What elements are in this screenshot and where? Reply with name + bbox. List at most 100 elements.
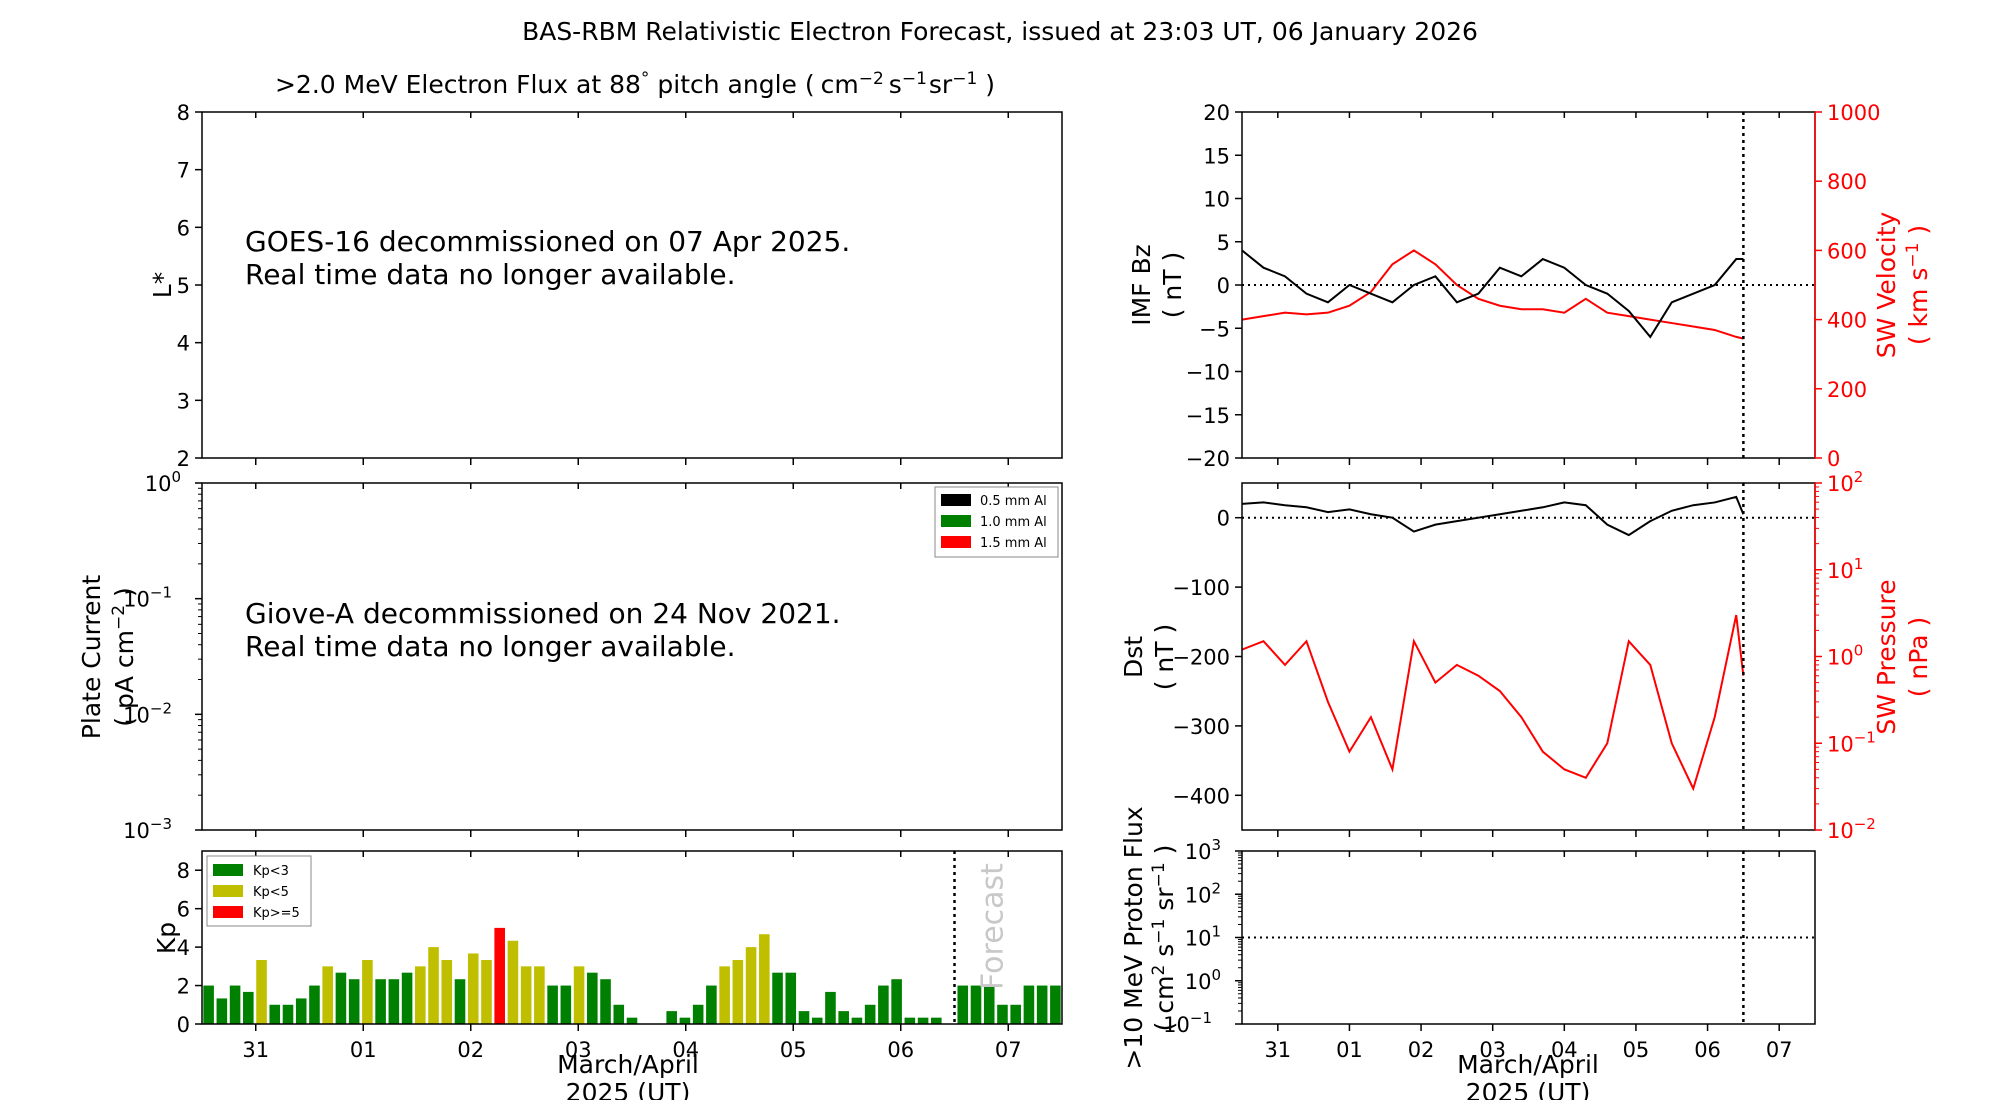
kp-bar-51 xyxy=(878,985,889,1024)
proton-xticks-label-4: 04 xyxy=(1551,1038,1578,1062)
kp-forecast-label: Forecast xyxy=(976,863,1011,990)
kp-bar-50 xyxy=(864,1004,876,1024)
kp-yticks-label-3: 6 xyxy=(177,898,190,922)
kp-bar-47 xyxy=(825,991,836,1024)
dst-y-label-line2: ( nT ) xyxy=(1150,624,1179,691)
plate-legend-label-0: 0.5 mm Al xyxy=(980,494,1047,509)
kp-plot-frame xyxy=(201,850,1063,1025)
kp-bar-64 xyxy=(1050,985,1061,1024)
kp-bar-60 xyxy=(997,1004,1008,1024)
flux-yticks-label-1: 3 xyxy=(177,389,190,413)
plate-legend-label-2: 1.5 mm Al xyxy=(980,536,1047,551)
dst-yticks-label-3: −100 xyxy=(1172,576,1230,600)
dst-y-label-right-line1: SW Pressure xyxy=(1872,579,1901,734)
kp-bar-25 xyxy=(534,966,545,1024)
kp-legend-label-2: Kp>=5 xyxy=(253,906,300,921)
kp-yticks-label-1: 2 xyxy=(177,975,190,999)
imf-yticks-label-7: 15 xyxy=(1203,144,1230,168)
kp-bar-23 xyxy=(507,940,519,1024)
dst-yticks-label-0: −400 xyxy=(1172,784,1230,808)
kp-bar-14 xyxy=(388,979,400,1024)
imf-y-axis: −20 −15 −10 −5 0 5 10 15 20 xyxy=(1186,101,1242,471)
flux-yticks-label-3: 5 xyxy=(177,274,190,298)
figure-title: BAS-RBM Relativistic Electron Forecast, … xyxy=(522,17,1478,46)
imf-y-axis-right: 0 200 400 600 800 1000 xyxy=(1815,101,1880,471)
plate-message-line2: Real time data no longer available. xyxy=(245,630,736,663)
plate-legend: 0.5 mm Al 1.0 mm Al 1.5 mm Al xyxy=(934,486,1059,558)
kp-bar-58 xyxy=(970,985,982,1024)
proton-y-label-line1: >10 MeV Proton Flux xyxy=(1119,806,1148,1069)
imf-panel: −20 −15 −10 −5 0 5 10 15 20 0 200 400 600 800 1000 IM… xyxy=(1127,101,1933,471)
flux-yticks-label-2: 4 xyxy=(177,332,190,356)
kp-bar-52 xyxy=(891,979,902,1024)
kp-legend-label-0: Kp<3 xyxy=(253,864,289,879)
plate-yticks-label-1: 10−2 xyxy=(123,699,172,727)
kp-legend-label-1: Kp<5 xyxy=(253,885,289,900)
imf-yticks-label-8: 20 xyxy=(1203,101,1230,125)
dst-yticks-right-label-0: 10−2 xyxy=(1827,815,1876,843)
flux-yticks-label-6: 8 xyxy=(177,101,190,125)
kp-bar-18 xyxy=(441,959,453,1024)
dst-y-axis-right: 10−2 10−1 100 101 102 xyxy=(1815,468,1876,843)
proton-xticks-label-7: 07 xyxy=(1766,1038,1793,1062)
flux-x-axis xyxy=(255,112,1009,465)
dst-y-label-right-line2: ( nPa ) xyxy=(1904,617,1933,698)
kp-bar-61 xyxy=(1010,1004,1021,1024)
kp-bar-17 xyxy=(428,947,439,1024)
proton-yticks-label-3: 102 xyxy=(1185,879,1221,907)
proton-xticks-label-5: 05 xyxy=(1623,1038,1650,1062)
dst-y-label-line1: Dst xyxy=(1119,636,1148,678)
proton-y-axis: 10−1 100 101 102 103 xyxy=(1163,836,1242,1037)
kp-bar-20 xyxy=(467,953,479,1024)
flux-panel: >2.0 MeV Electron Flux at 88° pitch angle… xyxy=(148,69,1063,471)
imf-yticks-label-1: −15 xyxy=(1186,404,1230,428)
flux-message-line1: GOES-16 decommissioned on 07 Apr 2025. xyxy=(245,225,850,258)
kp-bar-16 xyxy=(415,966,426,1024)
kp-bar-48 xyxy=(838,1011,849,1024)
kp-bar-39 xyxy=(719,966,730,1024)
kp-bar-11 xyxy=(348,979,360,1024)
kp-bar-29 xyxy=(587,972,598,1024)
kp-bar-1 xyxy=(216,998,228,1024)
kp-bar-36 xyxy=(679,1017,691,1024)
kp-bar-54 xyxy=(917,1017,929,1024)
kp-xticks-label-3: 03 xyxy=(565,1038,592,1062)
kp-bar-46 xyxy=(811,1017,823,1024)
kp-bar-44 xyxy=(785,972,797,1024)
dst-yticks-label-2: −200 xyxy=(1172,646,1230,670)
proton-x-axis: 31 01 02 03 04 05 06 07 xyxy=(1264,851,1793,1062)
kp-y-axis: 0 2 4 6 8 xyxy=(177,859,202,1037)
kp-legend-swatch-0 xyxy=(213,864,243,876)
kp-xticks-label-4: 04 xyxy=(672,1038,699,1062)
proton-xticks-label-2: 02 xyxy=(1408,1038,1435,1062)
plate-x-axis xyxy=(255,483,1009,837)
kp-bar-8 xyxy=(309,985,320,1024)
kp-legend-swatch-2 xyxy=(213,906,243,918)
kp-xticks-label-6: 06 xyxy=(887,1038,914,1062)
flux-yticks-label-4: 6 xyxy=(177,216,190,240)
plate-legend-swatch-0 xyxy=(941,494,971,506)
plate-message-line1: Giove-A decommissioned on 24 Nov 2021. xyxy=(245,597,841,630)
kp-bar-41 xyxy=(745,947,757,1024)
dst-yticks-label-4: 0 xyxy=(1217,507,1230,531)
kp-bar-2 xyxy=(229,985,241,1024)
imf-yticks-label-4: 0 xyxy=(1217,274,1230,298)
proton-xticks-label-0: 31 xyxy=(1264,1038,1291,1062)
kp-bar-32 xyxy=(626,1017,638,1024)
sw-pressure-line xyxy=(1241,614,1745,792)
flux-yticks-label-5: 7 xyxy=(177,159,190,183)
proton-xticks-label-1: 01 xyxy=(1336,1038,1363,1062)
plate-plot-frame xyxy=(201,482,1063,831)
kp-xticks-label-7: 07 xyxy=(995,1038,1022,1062)
proton-xticks-label-3: 03 xyxy=(1479,1038,1506,1062)
imf-yticks-label-2: −10 xyxy=(1186,361,1230,385)
kp-bar-40 xyxy=(732,959,744,1024)
kp-bars xyxy=(203,927,1061,1024)
kp-bar-35 xyxy=(666,1011,677,1024)
flux-yticks-label-0: 2 xyxy=(177,447,190,471)
kp-bar-26 xyxy=(547,985,558,1024)
kp-xticks-label-5: 05 xyxy=(780,1038,807,1062)
dst-y-axis: −400 −300 −200 −100 0 xyxy=(1172,507,1242,808)
